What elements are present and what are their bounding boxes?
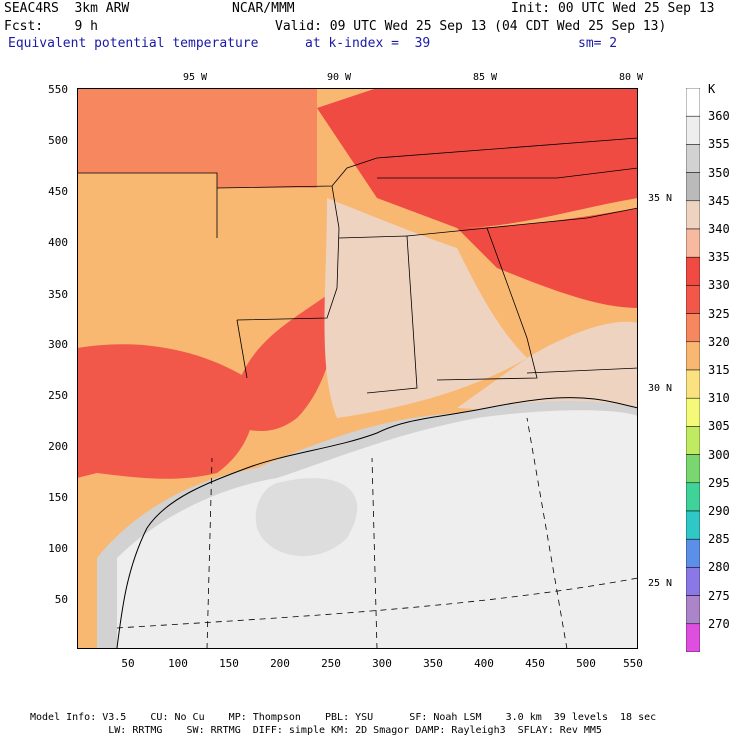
- colorbar-label: 270: [708, 616, 730, 631]
- colorbar-swatch: [686, 397, 700, 427]
- footer-physics-info: LW: RRTMG SW: RRTMG DIFF: simple KM: 2D …: [30, 725, 602, 736]
- y-tick-150: 150: [48, 491, 68, 504]
- colorbar-label: 335: [708, 250, 730, 265]
- lat-label-30n: 30 N: [648, 383, 673, 394]
- colorbar-swatch: [686, 228, 700, 258]
- x-tick-250: 250: [321, 657, 341, 670]
- colorbar-swatch: [686, 313, 700, 343]
- colorbar-swatch: [686, 482, 700, 512]
- x-tick-100: 100: [168, 657, 188, 670]
- colorbar-swatch: [686, 454, 700, 484]
- florida-field: [457, 321, 638, 418]
- x-tick-300: 300: [372, 657, 392, 670]
- colorbar-label: 345: [708, 193, 730, 208]
- x-tick-50: 50: [121, 657, 135, 670]
- lon-label-80w: 80 W: [619, 72, 644, 83]
- colorbar-unit: K: [708, 82, 716, 96]
- organization-label: NCAR/MMM: [232, 1, 295, 16]
- mississippi-alabama-field: [324, 198, 527, 418]
- colorbar-label: 320: [708, 334, 730, 349]
- colorbar-label: 305: [708, 419, 730, 434]
- map-frame: [77, 88, 638, 649]
- graticule: [116, 417, 638, 649]
- lon-label-85w: 85 W: [473, 72, 498, 83]
- x-tick-350: 350: [423, 657, 443, 670]
- colorbar-label: 340: [708, 222, 730, 236]
- colorbar-swatch: [686, 538, 700, 568]
- y-tick-400: 400: [48, 236, 68, 249]
- colorbar-label: 275: [708, 588, 730, 603]
- lat-label-35n: 35 N: [648, 193, 673, 204]
- y-tick-500: 500: [48, 134, 68, 147]
- y-tick-450: 450: [48, 185, 68, 198]
- louisiana-warm-band: [237, 288, 338, 431]
- x-tick-500: 500: [576, 657, 596, 670]
- colorbar-swatch: [686, 595, 700, 625]
- colorbar: [686, 88, 700, 652]
- field-title: Equivalent potential temperature: [8, 36, 259, 51]
- y-tick-200: 200: [48, 440, 68, 453]
- colorbar-swatch: [686, 426, 700, 455]
- y-tick-550: 550: [48, 83, 68, 96]
- colorbar-label: 295: [708, 475, 730, 490]
- x-tick-400: 400: [474, 657, 494, 670]
- colorbar-label: 325: [708, 306, 730, 321]
- colorbar-label: 360: [708, 109, 730, 124]
- valid-time: Valid: 09 UTC Wed 25 Sep 13 (04 CDT Wed …: [275, 19, 667, 34]
- y-tick-350: 350: [48, 288, 68, 301]
- lon-label-95w: 95 W: [183, 72, 208, 83]
- init-time: Init: 00 UTC Wed 25 Sep 13: [511, 1, 715, 16]
- colorbar-label: 285: [708, 532, 730, 547]
- state-borders: [77, 137, 638, 394]
- x-tick-450: 450: [525, 657, 545, 670]
- tennessee-warm-band: [317, 88, 638, 228]
- smoothing-label: sm= 2: [578, 36, 618, 51]
- colorbar-swatch: [686, 200, 700, 230]
- x-tick-200: 200: [270, 657, 290, 670]
- y-tick-100: 100: [48, 542, 68, 555]
- coastline: [116, 397, 638, 649]
- colorbar-label: 280: [708, 560, 730, 575]
- colorbar-swatch: [686, 510, 700, 540]
- colorbar-swatch: [686, 256, 700, 286]
- colorbar-swatch: [686, 369, 700, 399]
- colorbar-swatch: [686, 567, 700, 596]
- colorbar-swatch: [686, 115, 700, 145]
- lon-label-90w: 90 W: [327, 72, 352, 83]
- y-tick-50: 50: [54, 593, 68, 606]
- colorbar-swatch: [686, 172, 700, 202]
- y-tick-300: 300: [48, 338, 68, 351]
- model-label: SEAC4RS 3km ARW: [4, 1, 130, 16]
- colorbar-swatch: [686, 623, 700, 652]
- colorbar-label: 315: [708, 363, 730, 377]
- colorbar-label: 350: [708, 165, 730, 180]
- footer-model-info: Model Info: V3.5 CU: No Cu MP: Thompson …: [30, 712, 657, 723]
- level-label: at k-index = 39: [305, 36, 431, 51]
- x-tick-150: 150: [219, 657, 239, 670]
- colorbar-swatch: [686, 341, 700, 371]
- south-texas-warm-band: [77, 344, 254, 479]
- colorbar-swatch: [686, 144, 700, 173]
- forecast-hour: Fcst: 9 h: [4, 19, 98, 34]
- colorbar-label: 290: [708, 504, 730, 518]
- lat-label-25n: 25 N: [648, 578, 673, 589]
- gulf-field: [117, 410, 638, 649]
- theta-e-map: [77, 88, 638, 649]
- colorbar-label: 355: [708, 137, 730, 152]
- colorbar-swatch: [686, 88, 700, 117]
- georgia-warm-band: [457, 208, 638, 308]
- y-tick-250: 250: [48, 389, 68, 402]
- gulf-swirl: [255, 478, 358, 557]
- colorbar-label: 300: [708, 447, 730, 462]
- colorbar-swatch: [686, 285, 700, 314]
- colorbar-label: 310: [708, 391, 730, 406]
- colorbar-label: 330: [708, 278, 730, 293]
- oklahoma-field: [77, 88, 317, 188]
- x-tick-550: 550: [623, 657, 643, 670]
